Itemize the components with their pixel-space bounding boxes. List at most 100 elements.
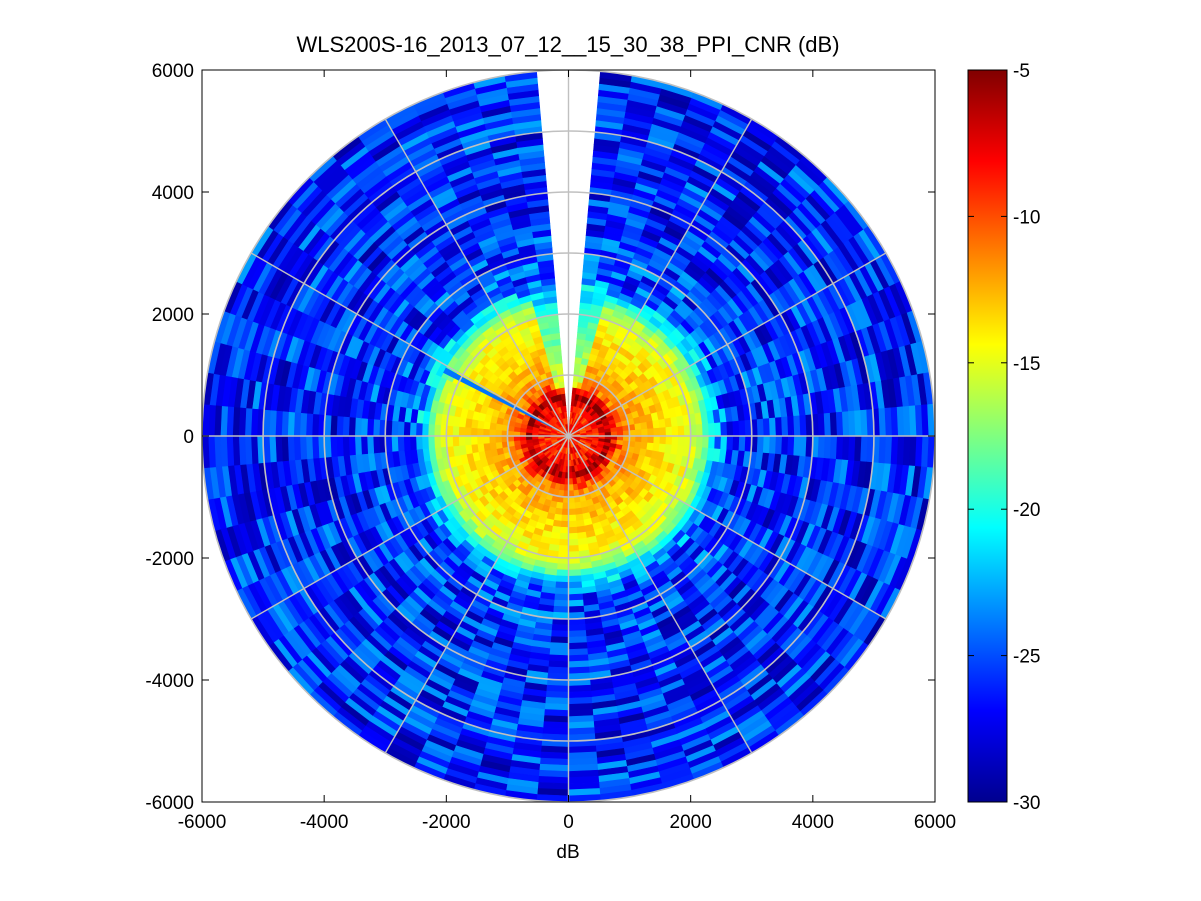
ppi-cell (768, 435, 777, 455)
ppi-cell (568, 545, 579, 553)
ppi-cell (561, 502, 569, 510)
ppi-cell (641, 428, 649, 437)
ppi-cell (552, 605, 569, 614)
ppi-cell (634, 422, 642, 431)
ppi-cell (653, 427, 661, 437)
ppi-cell (494, 435, 502, 443)
ppi-cell (559, 526, 569, 534)
ppi-cell (568, 563, 581, 571)
ppi-cell (568, 593, 584, 602)
ppi-cell (568, 520, 577, 528)
ppi-cell (433, 423, 442, 437)
ppi-cell (360, 417, 369, 437)
ppi-cell (464, 435, 472, 446)
ppi-cell (568, 642, 588, 650)
ppi-cell (548, 654, 569, 663)
ppi-cell (714, 435, 722, 450)
ppi-cell (659, 435, 667, 445)
ppi-cell (568, 605, 585, 614)
ppi-cell (781, 435, 789, 456)
colorbar-tick-label: -30 (1013, 793, 1040, 814)
ppi-cell (391, 420, 399, 437)
ppi-cell (452, 435, 460, 447)
colorbar-tick-label: -20 (1013, 500, 1040, 521)
ppi-cell (495, 441, 503, 450)
ppi-cell (574, 501, 582, 510)
ppi-cell (354, 435, 362, 455)
ppi-cell (415, 435, 423, 450)
ppi-cell (488, 428, 496, 437)
ppi-cell (427, 435, 435, 449)
ppi-cell (409, 435, 417, 451)
ppi-cell (787, 416, 795, 437)
ppi-cell (348, 435, 356, 456)
ppi-cell (927, 403, 935, 437)
x-tick-label: 2000 (670, 812, 712, 833)
ppi-cell (714, 422, 722, 437)
colorbar: -5 -10 -15 -20 -25 -30 (967, 61, 1040, 814)
ppi-cell (568, 648, 588, 656)
ppi-cell (568, 587, 583, 595)
ppi-cell (572, 483, 579, 492)
ppi-cell (458, 435, 466, 446)
ppi-cell (568, 624, 586, 632)
ppi-cell (550, 636, 569, 644)
ppi-cell (555, 362, 563, 371)
ppi-cell (360, 435, 369, 455)
ppi-cell (549, 648, 569, 656)
ppi-cell (726, 435, 734, 451)
ppi-cell (550, 630, 569, 638)
ppi-cell (568, 538, 579, 547)
ppi-cell (762, 435, 771, 454)
ppi-cell (397, 420, 405, 437)
ppi-cell (554, 587, 569, 595)
ppi-cell (553, 593, 569, 602)
ppi-cell (708, 422, 716, 437)
ppi-cell (470, 435, 478, 445)
ppi-cell (560, 393, 566, 401)
y-tick-label: -2000 (145, 549, 194, 570)
ppi-cell (488, 435, 496, 444)
ppi-cell (647, 428, 655, 437)
ppi-cell (415, 422, 423, 437)
ppi-cell (568, 569, 582, 577)
ppi-cell (720, 435, 728, 451)
ppi-cell (616, 426, 624, 433)
ppi-cell (513, 439, 521, 446)
ppi-cell (616, 430, 624, 437)
ppi-cell (738, 435, 746, 452)
ppi-cell (556, 563, 569, 571)
x-tick-label: 4000 (792, 812, 834, 833)
ppi-cell (726, 421, 734, 437)
ppi-cell (560, 520, 569, 528)
ppi-cell (354, 417, 362, 437)
ppi-cell (433, 435, 442, 449)
ppi-cell (342, 435, 350, 456)
ppi-cell (470, 427, 478, 437)
ppi-cell (555, 569, 569, 577)
ppi-cell (482, 435, 490, 444)
ppi-cell (775, 435, 783, 455)
ppi-cell (372, 418, 381, 437)
ppi-cell (647, 435, 655, 444)
ppi-cell (464, 426, 472, 437)
colorbar-tick-label: -25 (1013, 647, 1040, 668)
ppi-cell (403, 421, 411, 437)
ppi-cell (513, 435, 521, 442)
ppi-cell (421, 435, 429, 450)
ppi-cell (476, 435, 484, 445)
colorbar-tick-label: -10 (1013, 207, 1040, 228)
ppi-cell (427, 423, 435, 437)
ppi-cell (695, 423, 704, 437)
y-tick-label: 2000 (152, 305, 194, 326)
ppi-cell (756, 418, 765, 437)
ppi-cell (452, 425, 460, 437)
ppi-cell (635, 435, 643, 443)
ppi-cell (559, 532, 569, 541)
ppi-cell (348, 416, 356, 437)
ppi-cell (671, 426, 679, 437)
ppi-cell (568, 484, 574, 492)
ppi-cell (732, 420, 740, 437)
ppi-cell (695, 435, 704, 449)
colorbar-gradient (967, 69, 1008, 803)
